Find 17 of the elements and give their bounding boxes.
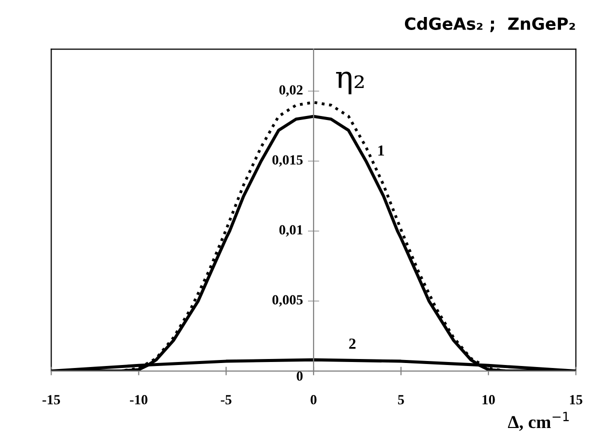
chart-title: CdGeAs₂ ; ZnGeP₂ [404,17,575,32]
x-tick-label: -5 [220,395,232,404]
x-tick-label: 10 [482,395,495,404]
y-tick-label: 0,005 [272,295,303,307]
series-label: 2 [349,338,356,349]
y-tick-label: 0,015 [272,155,303,167]
x-tick-label: -10 [130,395,148,404]
x-tick-label: 0 [310,395,317,404]
x-tick-label: 5 [398,395,404,404]
series-label: 1 [378,145,384,156]
y-tick-label: 0,01 [279,225,302,237]
y-tick-label: 0 [296,371,303,381]
x-axis-title: Δ, cm$^{−1}$ [508,412,569,431]
x-tick-label: -15 [42,395,60,404]
x-tick-label: 15 [570,395,582,404]
y-tick-label: 0,02 [279,85,303,97]
y-axis-title: η₂ [336,72,364,94]
